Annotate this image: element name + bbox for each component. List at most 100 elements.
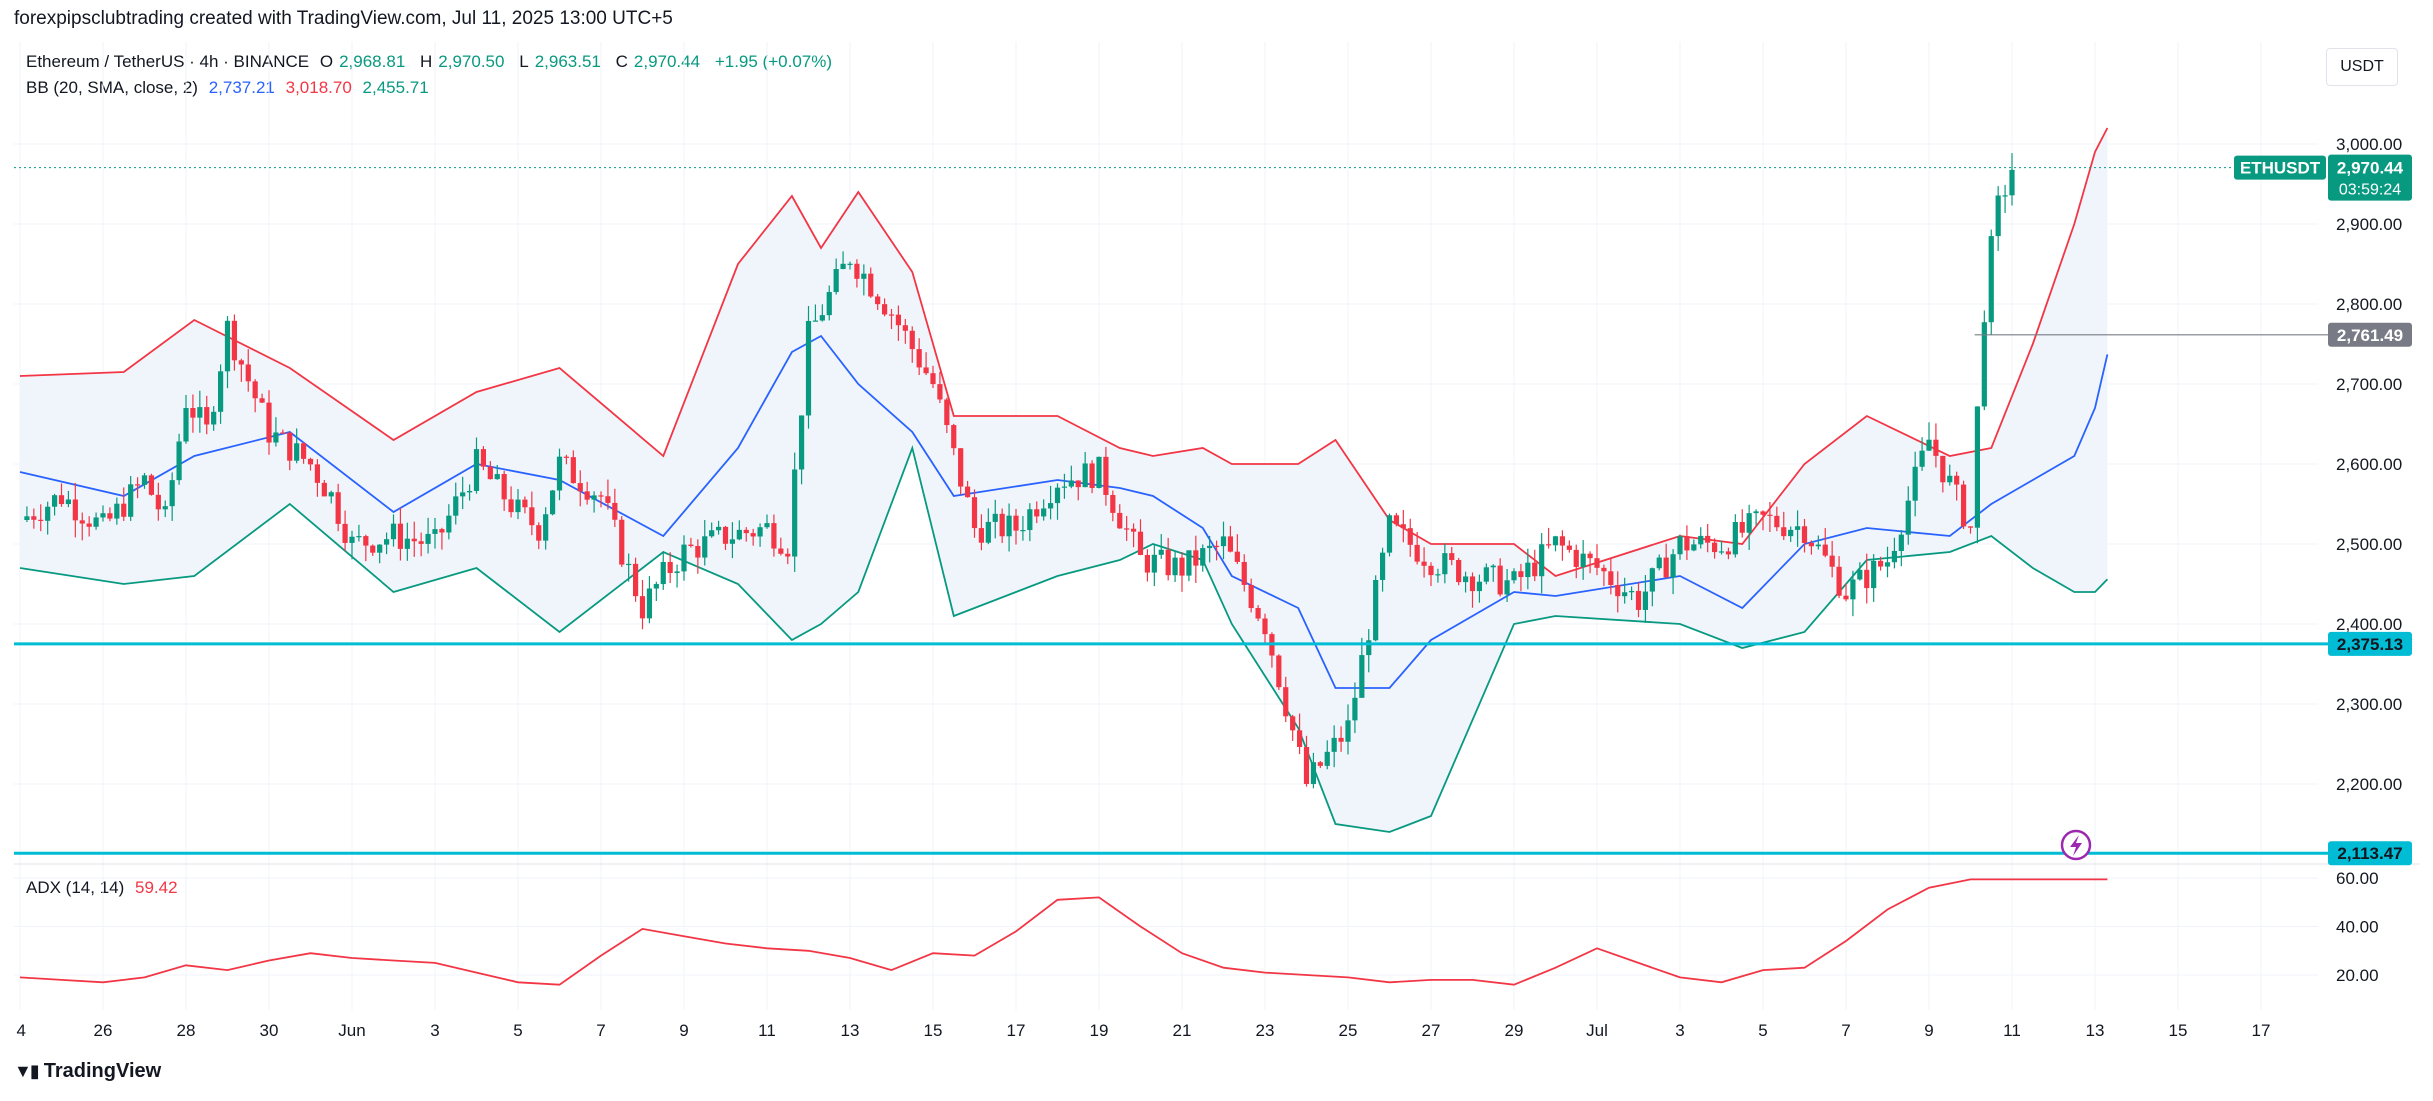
candle-body <box>750 533 756 537</box>
bb-legend: BB (20, SMA, close, 2) 2,737.21 3,018.70… <box>26 78 435 98</box>
candle-body <box>1220 536 1227 547</box>
candle-body <box>1656 557 1662 569</box>
candle-body <box>563 456 570 458</box>
candle-body <box>1566 545 1572 550</box>
candle-body <box>1345 720 1351 742</box>
candle-body <box>231 320 238 361</box>
candle-body <box>1462 576 1469 583</box>
candle-body <box>1179 557 1185 576</box>
symbol-legend: Ethereum / TetherUS · 4h · BINANCE O 2,96… <box>26 52 842 72</box>
candle-body <box>176 441 182 481</box>
candle-body <box>1414 544 1420 562</box>
candle-body <box>45 506 51 521</box>
candle-body <box>93 517 99 527</box>
price-axis-tick: 2,400.00 <box>2336 615 2402 634</box>
candle-body <box>259 398 265 403</box>
candle-body <box>211 411 217 425</box>
tradingview-logo[interactable]: ▼▮ TradingView <box>14 1060 161 1083</box>
candle-body <box>1559 536 1566 546</box>
adx-legend: ADX (14, 14) 59.42 <box>26 878 184 898</box>
candle-body <box>626 563 632 566</box>
candle-body <box>446 515 452 533</box>
candle-body <box>141 475 148 485</box>
candle-body <box>1670 554 1676 578</box>
time-axis-tick: 21 <box>1173 1021 1192 1040</box>
candle-body <box>1760 511 1766 515</box>
candle-body <box>847 263 853 265</box>
candle-body <box>584 491 590 500</box>
time-axis-tick: 17 <box>1007 1021 1026 1040</box>
candle-body <box>460 492 466 497</box>
candle-body <box>1262 618 1268 635</box>
lightning-icon[interactable] <box>2060 829 2092 861</box>
bb-label: BB (20, SMA, close, 2) <box>26 78 198 97</box>
candle-body <box>1137 531 1144 555</box>
candle-body <box>280 432 286 434</box>
time-axis-tick: 4 <box>17 1021 26 1040</box>
candle-body <box>819 315 825 321</box>
time-axis-tick: 13 <box>2086 1021 2105 1040</box>
candle-body <box>1587 553 1593 559</box>
candle-body <box>245 364 251 382</box>
candle-body <box>660 561 666 585</box>
time-axis-tick: 28 <box>177 1021 196 1040</box>
candle-body <box>833 269 839 293</box>
level-badge-2113-bg <box>2328 841 2412 866</box>
candle-body <box>1359 655 1365 698</box>
candle-body <box>1954 475 1960 485</box>
symbol-name: Ethereum / TetherUS · 4h · BINANCE <box>26 52 310 71</box>
candle-body <box>1096 456 1102 488</box>
candle-body <box>432 529 438 534</box>
candle-body <box>1933 439 1939 456</box>
bb-mid-value: 2,737.21 <box>208 78 275 97</box>
candle-body <box>383 539 390 545</box>
candle-body <box>217 371 224 412</box>
candle-body <box>653 584 659 589</box>
candle-body <box>1628 590 1635 593</box>
candle-body <box>632 563 639 597</box>
candle-body <box>985 521 991 543</box>
candle-body <box>1449 553 1455 560</box>
candle-body <box>757 527 763 537</box>
candle-body <box>1400 524 1406 529</box>
candle-body <box>1912 466 1918 501</box>
candle-body <box>397 523 404 549</box>
candle-body <box>964 486 971 498</box>
candle-body <box>999 513 1005 537</box>
level-badge-2113-text: 2,113.47 <box>2337 844 2402 863</box>
candle-body <box>356 536 362 538</box>
currency-button[interactable]: USDT <box>2326 48 2398 86</box>
candle-body <box>72 499 78 521</box>
adx-axis-tick: 60.00 <box>2336 869 2379 888</box>
tradingview-logo-icon: ▼▮ <box>14 1061 40 1081</box>
candle-body <box>840 263 846 270</box>
candle-body <box>1428 565 1434 576</box>
candle-body <box>86 523 92 527</box>
candle-body <box>937 384 943 400</box>
time-axis-tick: 30 <box>260 1021 279 1040</box>
candle-body <box>978 528 985 543</box>
candle-body <box>1082 463 1088 488</box>
candle-body <box>425 533 431 544</box>
candle-body <box>812 320 819 322</box>
candle-body <box>453 496 459 516</box>
candle-body <box>1642 591 1649 610</box>
candle-body <box>909 330 915 350</box>
candle-body <box>715 526 722 531</box>
candle-body <box>24 516 30 520</box>
candle-body <box>51 495 58 507</box>
candle-body <box>487 466 493 480</box>
open-label: O <box>319 52 334 71</box>
candle-body <box>508 499 514 513</box>
candle-body <box>1746 513 1752 533</box>
symbol-tag-badge-bg <box>2234 155 2326 180</box>
candle-body <box>328 492 334 497</box>
candle-body <box>1497 565 1503 595</box>
symbol-tag-badge: ETHUSDT <box>2234 155 2326 180</box>
level-badge-2761-text: 2,761.49 <box>2337 326 2403 345</box>
candle-body <box>1926 439 1932 451</box>
candle-body <box>1552 536 1559 546</box>
candle-body <box>722 526 729 544</box>
candle-body <box>128 484 134 517</box>
